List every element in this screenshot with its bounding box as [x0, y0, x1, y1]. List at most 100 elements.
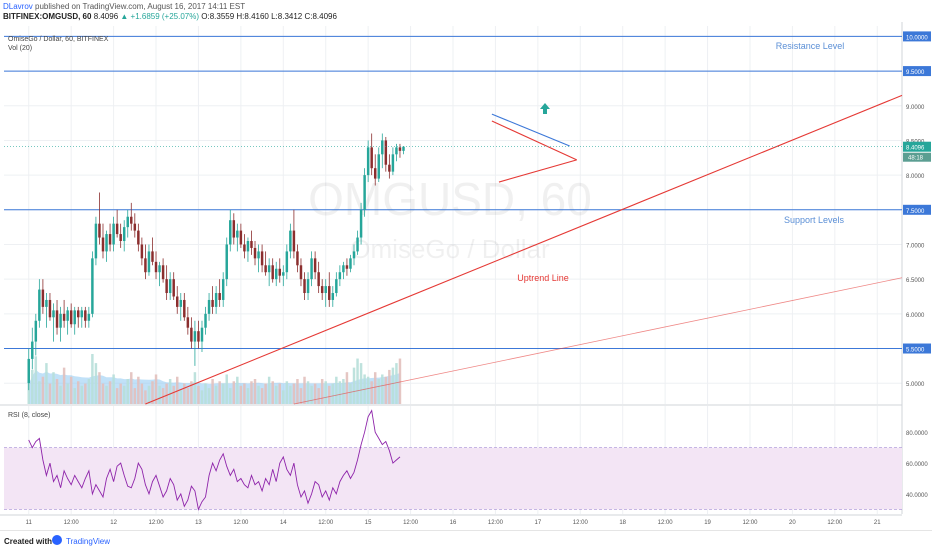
candle [225, 244, 228, 280]
volume-bar [172, 385, 175, 404]
time-tick-label: 18 [619, 520, 626, 526]
volume-bar [147, 385, 151, 404]
volume-bar [356, 358, 359, 404]
price-tick-label: 6.0000 [906, 313, 925, 319]
volume-bar [207, 388, 211, 404]
rsi-tick-label: 80.0000 [906, 431, 928, 437]
volume-bar [370, 381, 373, 404]
volume-bar [388, 369, 391, 404]
candle [257, 251, 260, 259]
volume-bar [239, 385, 243, 404]
volume-bar [140, 383, 144, 404]
volume-bar [253, 379, 257, 404]
chart-canvas[interactable]: OMGUSD, 60 OmiseGo / Dollar 80.0000 60.00… [0, 0, 932, 530]
time-tick-label: 12:00 [403, 520, 419, 526]
volume-bar [38, 381, 41, 404]
candle [214, 293, 218, 307]
level-label-bg [903, 66, 931, 77]
change-value: ▲ +1.6859 (+25.07%) [120, 12, 200, 21]
horizontal-levels [4, 35, 902, 350]
volume-bar [296, 379, 299, 404]
volume-bar [200, 390, 204, 404]
volume-bar [211, 379, 214, 404]
volume-bar [225, 374, 228, 404]
candle [345, 265, 349, 269]
candle [31, 341, 34, 359]
candle [289, 230, 292, 252]
candle [324, 286, 327, 294]
volume-bar [112, 374, 115, 404]
volume-bar [91, 354, 94, 404]
volume-bar [133, 388, 137, 404]
volume-bar [73, 388, 76, 404]
time-tick-label: 17 [535, 520, 542, 526]
candle [398, 147, 402, 151]
candle [168, 279, 172, 294]
author-link[interactable]: DLavrov [3, 2, 33, 11]
volume-bar [115, 388, 119, 404]
volume-bar [289, 385, 292, 404]
volume-bar [395, 363, 398, 404]
time-tick-label: 12:00 [233, 520, 249, 526]
time-tick-label: 12:00 [658, 520, 674, 526]
volume-bar [55, 379, 59, 404]
volume-bar [373, 372, 377, 404]
time-tick-label: 12:00 [64, 520, 80, 526]
candle [306, 279, 310, 294]
triangle-upper-blue-line [491, 113, 570, 147]
uptrend-minor-line [293, 277, 903, 405]
volume-bar [377, 379, 380, 404]
volume-bar [130, 372, 133, 404]
volume-bar [257, 385, 260, 404]
volume-bar [161, 388, 165, 404]
volume-bar [250, 381, 253, 404]
volume-bar [342, 379, 345, 404]
rsi-label: RSI (8, close) [8, 412, 50, 419]
candle [27, 358, 30, 384]
volume-bar [381, 374, 384, 404]
volume-bar [303, 376, 306, 404]
candle [45, 299, 48, 307]
time-tick-label: 15 [365, 520, 372, 526]
candle [253, 247, 257, 259]
volume-bar [214, 385, 218, 404]
candle [108, 234, 112, 245]
candle [193, 331, 197, 342]
volume-bar [218, 381, 221, 404]
candle [66, 310, 69, 321]
volume-bar [359, 363, 363, 404]
volume-bar [331, 383, 335, 404]
time-tick-label: 12:00 [573, 520, 589, 526]
price-tick-label: 8.0000 [906, 174, 925, 180]
watermark-symbol: OMGUSD, 60 [308, 173, 592, 225]
candlesticks [27, 133, 405, 391]
candle [130, 216, 133, 224]
resistance-label: Resistance Level [776, 41, 845, 51]
candle [370, 147, 373, 169]
candle [59, 313, 62, 328]
time-tick-label: 21 [874, 520, 881, 526]
candle [243, 244, 246, 252]
tradingview-link[interactable]: TradingView [66, 537, 111, 546]
volume-bar [229, 388, 232, 404]
candle [115, 223, 119, 235]
candle [274, 268, 278, 280]
volume-label: Vol (20) [8, 45, 32, 52]
candle [395, 147, 398, 155]
volume-bar [69, 376, 73, 404]
candle [310, 258, 313, 280]
candle [282, 272, 285, 276]
volume-bar [94, 363, 98, 404]
price-tick-label: 9.0000 [906, 105, 925, 111]
candle [260, 251, 264, 266]
volume-bar [62, 367, 66, 404]
volume-bar [45, 363, 48, 404]
candle [84, 310, 87, 321]
time-tick-label: 12 [110, 520, 117, 526]
created-with: Created with [4, 537, 53, 546]
volume-bar [186, 388, 190, 404]
candle [236, 230, 239, 238]
volume-bar [324, 381, 327, 404]
volume-bar [151, 381, 154, 404]
level-label-bg [903, 204, 931, 215]
